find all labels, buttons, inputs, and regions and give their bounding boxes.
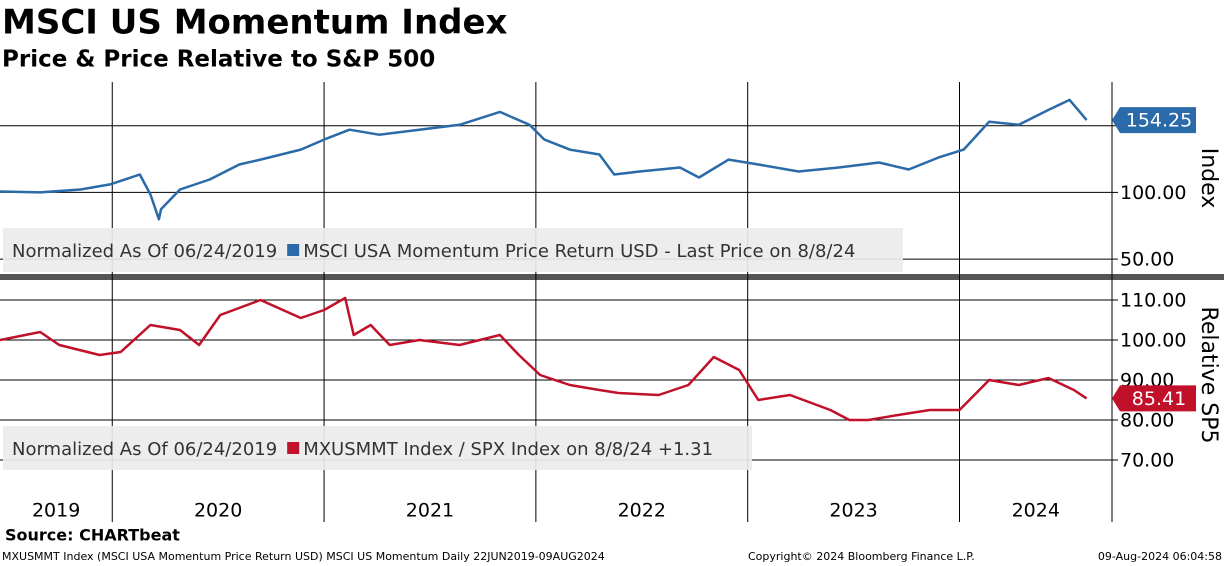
footer-copyright: Copyright© 2024 Bloomberg Finance L.P.	[748, 550, 975, 563]
y-axis-title: Index	[1196, 148, 1221, 209]
y-tick-label: 100.00	[1120, 330, 1186, 352]
last-value-tag	[1112, 107, 1196, 134]
y-axis-title: Relative SP5	[1196, 307, 1221, 444]
panel-separator	[0, 274, 1224, 280]
last-value-label: 154.25	[1126, 110, 1192, 132]
y-tick-label: 70.00	[1120, 450, 1174, 472]
x-tick-label: 2020	[194, 500, 242, 522]
legend-box	[3, 228, 903, 272]
x-tick-label: 2024	[1012, 500, 1060, 522]
y-tick-label: 50.00	[1120, 249, 1174, 271]
legend-prefix: Normalized As Of 06/24/2019	[12, 439, 277, 460]
footer-timestamp: 09-Aug-2024 06:04:58	[1098, 550, 1222, 563]
chart-subtitle: Price & Price Relative to S&P 500	[2, 47, 435, 73]
chart-title: MSCI US Momentum Index	[2, 3, 508, 43]
y-tick-label: 100.00	[1120, 182, 1186, 204]
legend-swatch	[287, 244, 300, 256]
legend-prefix: Normalized As Of 06/24/2019	[12, 241, 277, 262]
y-tick-label: 110.00	[1120, 290, 1186, 312]
source: Source: CHARTbeat	[5, 526, 180, 545]
last-value-label: 85.41	[1132, 388, 1186, 410]
line-series	[0, 296, 1088, 422]
y-tick-label: 80.00	[1120, 410, 1174, 432]
legend-label: MSCI USA Momentum Price Return USD - Las…	[303, 241, 855, 262]
x-tick-label: 2021	[406, 500, 454, 522]
legend-label: MXUSMMT Index / SPX Index on 8/8/24 +1.3…	[303, 439, 713, 460]
x-tick-label: 2019	[32, 500, 80, 522]
x-tick-label: 2022	[618, 500, 666, 522]
footer-description: MXUSMMT Index (MSCI USA Momentum Price R…	[2, 550, 605, 563]
legend-swatch	[287, 442, 300, 454]
last-value-tag	[1112, 385, 1196, 412]
legend-box	[3, 426, 752, 470]
x-tick-label: 2023	[829, 500, 877, 522]
line-series	[0, 98, 1088, 221]
